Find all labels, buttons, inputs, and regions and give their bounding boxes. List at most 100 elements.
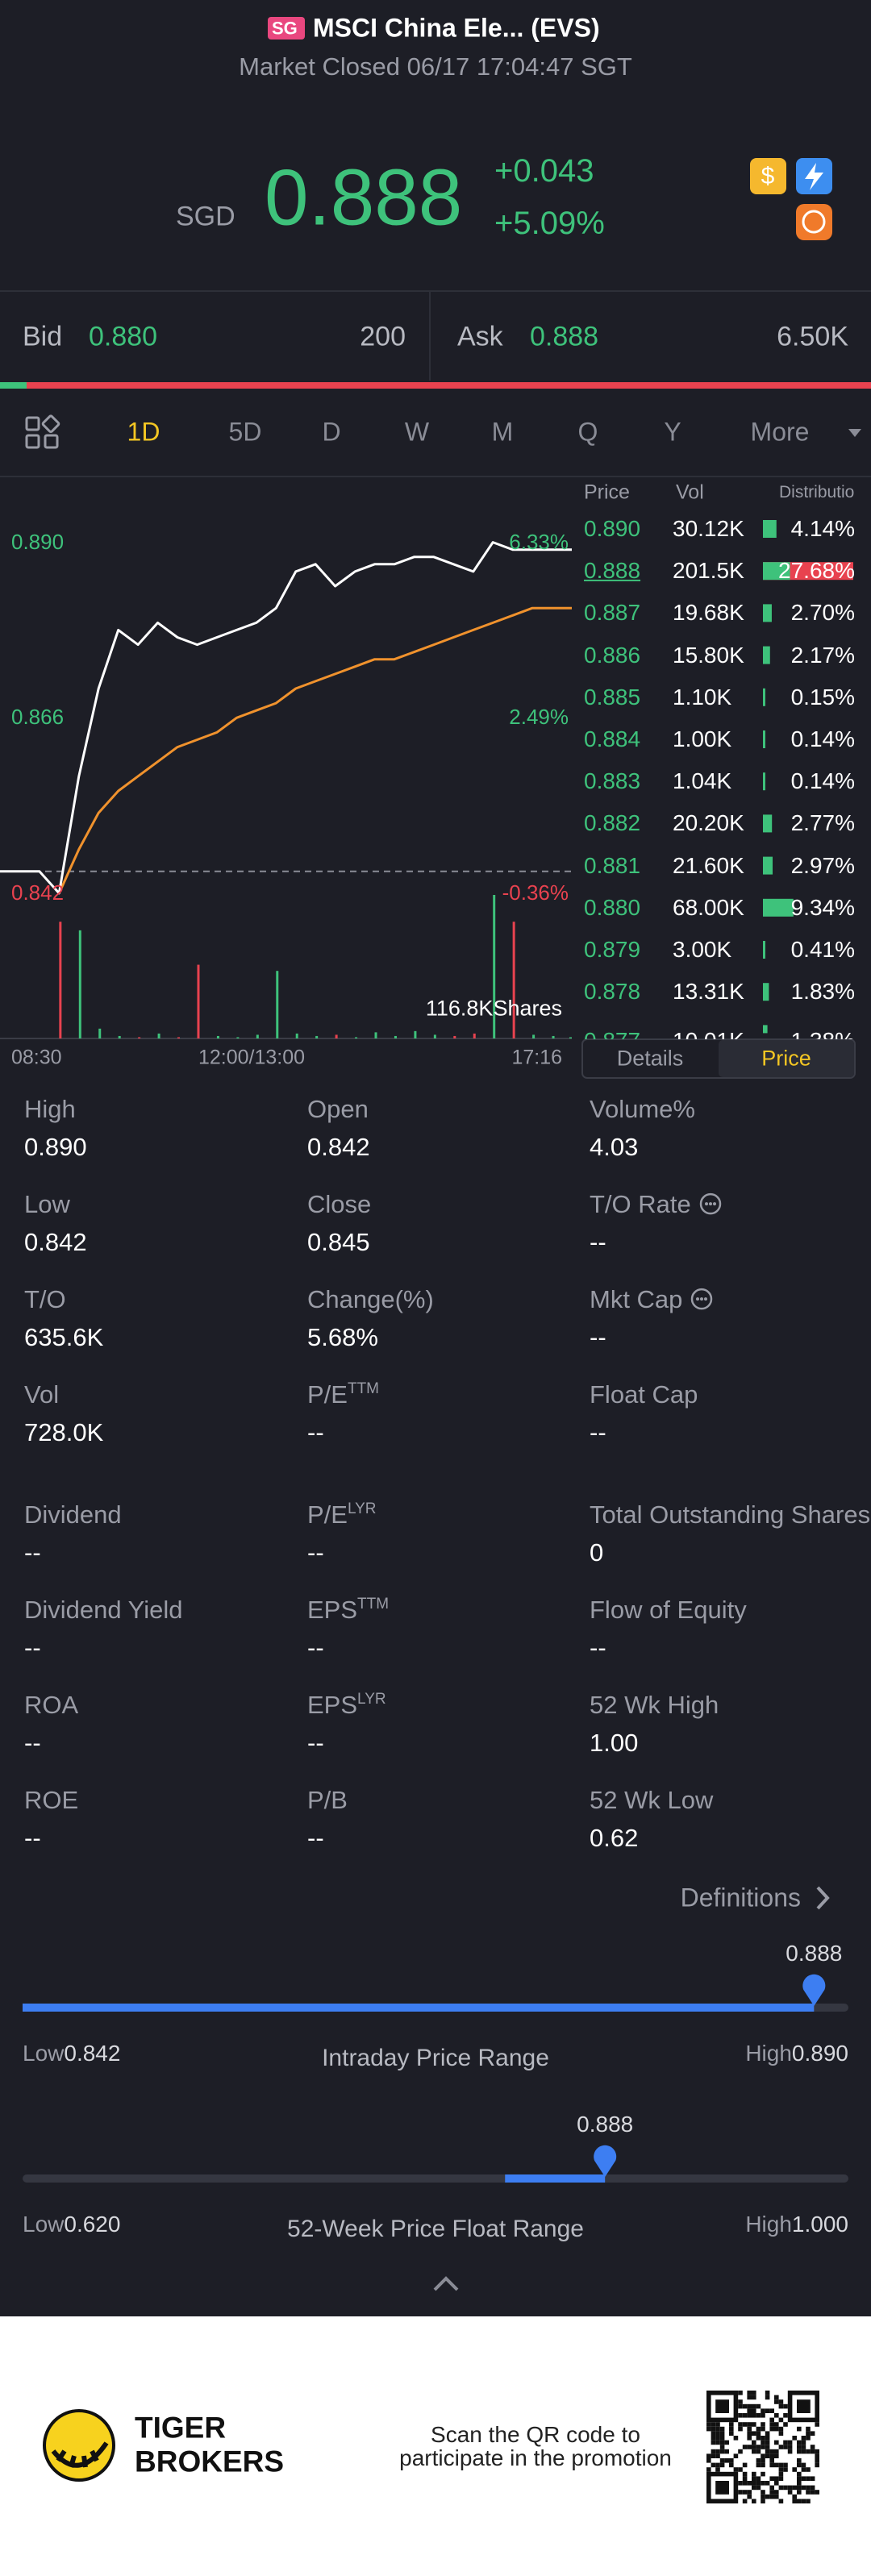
qr-module: [715, 2440, 720, 2445]
badge-bg: [268, 17, 305, 40]
stat-label: T/O Rate: [590, 1190, 723, 1219]
qr-module: [715, 2426, 720, 2432]
orderbook-price: 0.890: [584, 515, 641, 541]
y-tick-label: 0.890: [11, 529, 65, 554]
period-tab[interactable]: Y: [664, 417, 681, 447]
icon-glyph: [805, 163, 823, 190]
qr-module: [729, 2462, 734, 2468]
qr-module: [738, 2481, 743, 2486]
stat-label-text: P/E: [307, 1500, 348, 1529]
info-icon[interactable]: [689, 1285, 715, 1311]
icon-dollar[interactable]: [750, 158, 786, 194]
orderbook-price: 0.887: [584, 600, 641, 626]
qr-module: [738, 2422, 743, 2427]
qr-module: [810, 2490, 815, 2495]
stat-value: --: [24, 1633, 41, 1663]
qr-module: [783, 2445, 788, 2449]
collapse-chevron[interactable]: [433, 2276, 459, 2291]
x-tick-label: 08:30: [11, 1046, 62, 1069]
orderbook-price: 0.880: [584, 894, 641, 920]
qr-module: [774, 2462, 779, 2468]
tab-active-bg: [719, 1040, 854, 1077]
orderbook-vol: 201.5K: [673, 558, 744, 584]
qr-module: [711, 2453, 716, 2458]
period-tab[interactable]: Q: [577, 417, 598, 447]
qr-module: [810, 2431, 815, 2436]
orderbook-tab[interactable]: Price: [761, 1046, 811, 1071]
qr-module: [747, 2422, 752, 2427]
qr-module: [806, 2490, 811, 2495]
qr-module: [787, 2449, 793, 2454]
stat-label: P/B: [307, 1786, 348, 1815]
volume-bar: [98, 1028, 102, 1038]
orderbook-price: 0.881: [584, 852, 641, 878]
qr-module: [729, 2422, 734, 2427]
chevron-right[interactable]: [816, 1886, 830, 1910]
qr-module: [806, 2467, 811, 2472]
period-tab[interactable]: M: [491, 417, 514, 447]
bid-size: 200: [360, 321, 406, 352]
stat-label: Dividend: [24, 1500, 122, 1529]
range-low-label: Low: [23, 2211, 65, 2237]
stat-label-sup: TTM: [347, 1380, 380, 1398]
info-icon[interactable]: [698, 1190, 723, 1216]
qr-module: [806, 2476, 811, 2481]
qr-module: [719, 2462, 725, 2468]
orderbook-pct: 4.14%: [790, 515, 855, 541]
qr-module: [801, 2436, 806, 2441]
qr-module: [719, 2449, 725, 2454]
qr-module: [815, 2453, 819, 2458]
stat-label: Vol: [24, 1380, 59, 1409]
qr-module: [769, 2485, 774, 2491]
qr-module: [756, 2481, 761, 2486]
tab-box: [581, 1038, 856, 1079]
stat-label: 52 Wk Low: [590, 1786, 713, 1815]
stat-label: Float Cap: [590, 1380, 698, 1409]
qr-module: [806, 2449, 811, 2454]
stat-value: 4.03: [590, 1133, 639, 1162]
range-title: Intraday Price Range: [322, 2044, 549, 2071]
period-tab[interactable]: More: [750, 417, 810, 447]
qr-module: [792, 2467, 797, 2472]
stat-label: P/E LYR: [307, 1500, 377, 1529]
stat-value: 0: [590, 1538, 604, 1567]
period-tab[interactable]: W: [404, 417, 430, 447]
icon-other[interactable]: [796, 204, 832, 240]
definitions-link[interactable]: Definitions: [680, 1883, 801, 1912]
qr-module: [711, 2449, 716, 2454]
qr-module: [769, 2494, 774, 2499]
layout-icon[interactable]: [25, 414, 60, 449]
ask-price: 0.888: [530, 321, 599, 352]
qr-module: [742, 2422, 748, 2427]
stat-value: --: [590, 1633, 606, 1663]
qr-module: [752, 2391, 756, 2395]
price-line: [0, 541, 572, 895]
market-status: Market Closed 06/17 17:04:47 SGT: [239, 52, 632, 81]
qr-module: [742, 2490, 748, 2495]
price-change: +0.043: [494, 153, 594, 189]
qr-module: [747, 2490, 752, 2495]
qr-module: [774, 2399, 779, 2404]
qr-module: [752, 2395, 756, 2400]
stat-value: 728.0K: [24, 1418, 104, 1447]
qr-module: [706, 2467, 711, 2472]
qr-module: [761, 2440, 765, 2445]
volume-bar: [118, 1035, 121, 1038]
qr-module: [761, 2481, 765, 2486]
orderbook-tab[interactable]: Details: [616, 1046, 684, 1071]
qr-module: [792, 2436, 797, 2441]
stat-label-text: P/E: [307, 1380, 348, 1409]
qr-module: [765, 2440, 770, 2445]
qr-module: [797, 2445, 802, 2449]
period-tab[interactable]: D: [322, 417, 341, 447]
qr-module: [738, 2426, 743, 2432]
period-tab[interactable]: 1D: [127, 417, 160, 447]
stat-label-text: T/O Rate: [590, 1190, 691, 1219]
qr-module: [778, 2426, 784, 2432]
stat-value: 5.68%: [307, 1323, 378, 1352]
stat-value: --: [590, 1418, 606, 1447]
stat-label-text: ROE: [24, 1786, 79, 1815]
qr-module: [778, 2476, 784, 2481]
period-tab[interactable]: 5D: [228, 417, 262, 447]
qr-module: [756, 2413, 761, 2418]
